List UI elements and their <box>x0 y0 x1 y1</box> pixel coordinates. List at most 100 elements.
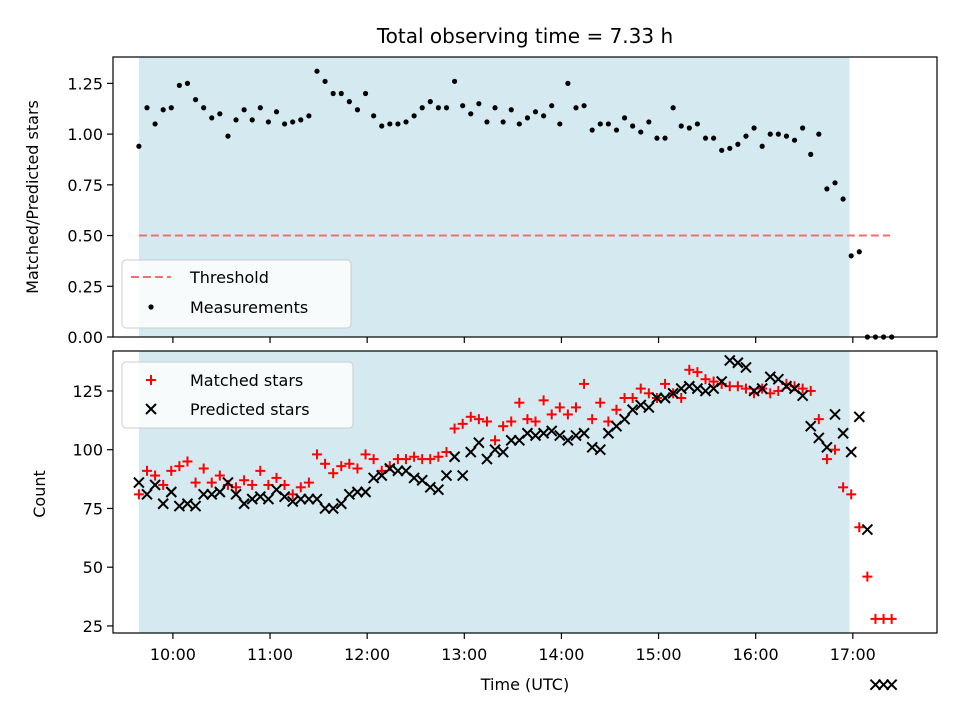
predicted-point-b <box>327 502 339 515</box>
predicted-point-b <box>780 380 793 392</box>
matched-point <box>538 395 549 406</box>
predicted-point-b <box>740 361 752 374</box>
predicted-point <box>262 493 275 505</box>
predicted-point <box>805 420 817 432</box>
predicted-point <box>351 486 364 498</box>
y-tick-label: 125 <box>72 382 103 401</box>
predicted-point <box>537 427 550 439</box>
measurement-point <box>460 103 466 109</box>
measurement-point <box>800 125 806 131</box>
measurement-point <box>524 115 531 121</box>
predicted-point-b <box>295 493 307 505</box>
matched-point <box>311 449 322 460</box>
predicted-point-b <box>408 472 420 484</box>
measurement-point <box>508 107 514 113</box>
predicted-point <box>295 493 307 505</box>
measurement-point <box>209 115 215 121</box>
measurement-point <box>443 105 450 111</box>
matched-point <box>587 414 598 425</box>
predicted-point <box>206 488 218 501</box>
chart-title: Total observing time = 7.33 h <box>376 24 673 48</box>
x-tick-label: 12:00 <box>344 645 390 664</box>
y-tick-label: 25 <box>83 617 103 636</box>
matched-point <box>886 613 897 624</box>
predicted-point <box>392 465 404 477</box>
measurement-point <box>759 143 765 149</box>
matched-point <box>174 461 185 472</box>
matched-point <box>579 378 590 389</box>
predicted-point-b <box>424 481 437 494</box>
predicted-point-b <box>189 500 202 512</box>
y-tick-label: 0.50 <box>67 227 103 246</box>
measurement-point <box>662 135 668 141</box>
predicted-point <box>885 678 898 691</box>
measurement-point <box>298 117 304 123</box>
measurement-point <box>225 133 231 139</box>
predicted-point-b <box>197 488 210 501</box>
matched-point <box>554 402 565 413</box>
measurement-point <box>735 141 741 147</box>
matched-point <box>360 449 371 460</box>
predicted-point-b <box>724 354 736 367</box>
predicted-point <box>562 434 574 447</box>
measurement-point <box>136 143 142 149</box>
predicted-points <box>133 354 898 691</box>
predicted-point-b <box>230 488 242 501</box>
measurement-point <box>500 119 506 125</box>
predicted-point <box>384 462 396 475</box>
predicted-point-b <box>206 488 218 501</box>
predicted-point <box>732 357 744 369</box>
predicted-point-b <box>489 443 501 456</box>
matched-point <box>862 571 873 582</box>
predicted-point-b <box>133 476 145 489</box>
predicted-point <box>869 678 882 691</box>
matched-point <box>821 454 832 465</box>
measurement-point <box>638 129 644 135</box>
matched-point <box>595 397 606 408</box>
x-tick-label: 13:00 <box>441 645 487 664</box>
measurement-point <box>557 121 563 127</box>
matched-point <box>449 423 460 434</box>
y-tick-label: 0.00 <box>67 328 103 347</box>
predicted-point <box>586 441 598 454</box>
predicted-point-b <box>869 678 882 691</box>
matched-points <box>133 364 897 624</box>
legend-measurements-label: Measurements <box>190 298 308 317</box>
top-axes-frame <box>112 56 938 338</box>
matched-point <box>150 470 161 481</box>
predicted-point <box>756 382 768 395</box>
matched-point <box>546 409 557 420</box>
bottom-legend-box <box>121 361 354 429</box>
predicted-point-b <box>278 490 291 503</box>
predicted-point <box>578 427 590 439</box>
matched-point <box>498 421 509 432</box>
measurement-point <box>217 111 223 117</box>
predicted-point <box>327 502 339 515</box>
measurement-point <box>516 121 522 127</box>
predicted-point-b <box>570 429 582 442</box>
measurement-point <box>549 103 555 109</box>
matched-point <box>239 475 250 486</box>
measurement-point <box>605 121 611 127</box>
y-tick-label: 75 <box>83 499 103 518</box>
x-tick-label: 14:00 <box>538 645 584 664</box>
predicted-point-b <box>586 441 598 454</box>
predicted-point-b <box>772 373 785 385</box>
matched-point <box>141 465 152 476</box>
matched-point <box>740 383 751 394</box>
measurement-point <box>152 121 158 127</box>
predicted-point <box>570 429 582 442</box>
x-tick-label: 16:00 <box>733 645 779 664</box>
predicted-point <box>691 382 704 395</box>
predicted-point-b <box>805 420 817 432</box>
predicted-point <box>780 380 793 392</box>
matched-point <box>271 472 282 483</box>
predicted-point-b <box>149 479 161 491</box>
predicted-point-b <box>505 434 517 447</box>
matched-point <box>166 465 177 476</box>
y-tick-label: 100 <box>72 441 103 460</box>
measurement-point <box>775 131 781 137</box>
predicted-point-b <box>554 429 566 442</box>
measurement-point <box>241 107 247 113</box>
matched-point <box>692 367 703 378</box>
